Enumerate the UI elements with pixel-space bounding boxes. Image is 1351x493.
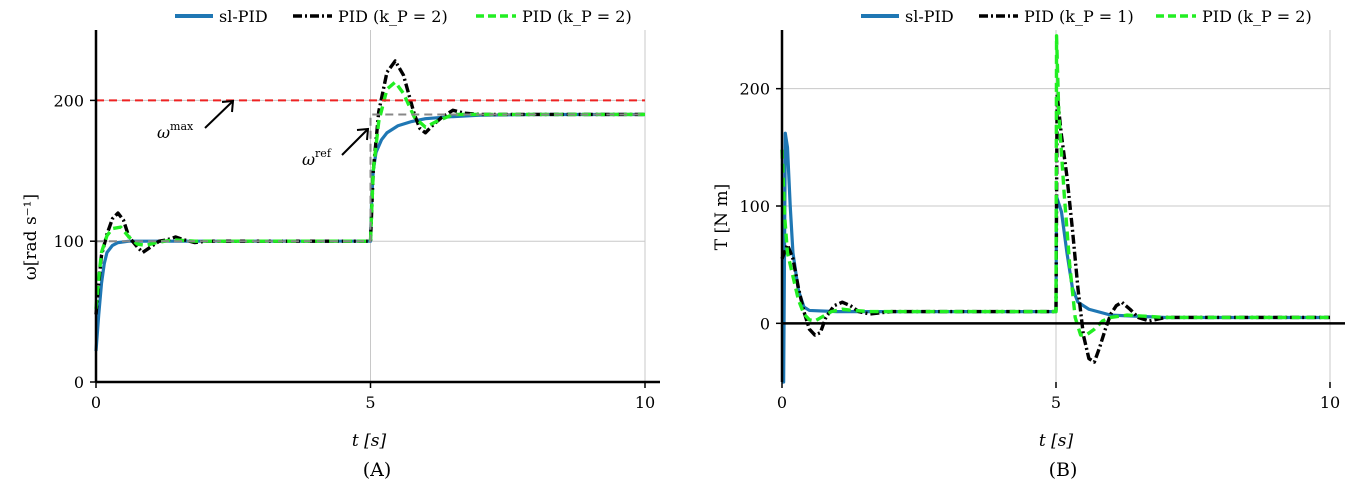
annotation-ref-arrow	[341, 128, 369, 156]
annotation-ref-arrowhead	[356, 127, 370, 141]
panel-b-y-tick-label-2: 200	[739, 80, 770, 99]
annotation-ref-symbol: ω	[302, 150, 315, 169]
panel-a-y-axis-label: ω[rad s⁻¹]	[21, 194, 41, 280]
panel-b-series-1	[780, 92, 1330, 364]
annotation-max-label: ωmax	[157, 120, 194, 142]
panel-a-x-tick-label-0: 0	[91, 393, 101, 412]
panel-b-caption: (B)	[1049, 459, 1078, 481]
panel-a-series	[94, 59, 645, 352]
panel-a-axes	[94, 30, 660, 384]
legend-b-label-pid-1: PID (k_P = 1)	[1024, 7, 1134, 26]
panel-a-y-tick-label-2: 200	[53, 91, 84, 110]
panel-a-caption: (A)	[363, 459, 392, 481]
panel-a-y-tick-label-0: 0	[74, 373, 84, 392]
panel-b-x-axis-label: t [s]	[1039, 431, 1074, 451]
panel-b-x-tick-label-1: 5	[1051, 393, 1061, 412]
legend-b-label-sl-pid: sl-PID	[905, 7, 954, 26]
panel-a-legend: sl-PID PID (k_P = 2) PID (k_P = 2)	[175, 7, 632, 26]
panel-b-y-tick-label-0: 0	[760, 314, 770, 333]
panel-a-series-reference	[96, 113, 645, 243]
annotation-max-arrowhead	[221, 99, 235, 113]
panel-a-x-tick-label-1: 5	[365, 393, 375, 412]
annotation-max-sup: max	[170, 120, 194, 133]
annotation-max-arrow	[204, 100, 234, 129]
panel-b-y-tick-label-1: 100	[739, 197, 770, 216]
legend-a-label-pid-2: PID (k_P = 2)	[522, 7, 632, 26]
panel-b-x-tick-label-0: 0	[777, 393, 787, 412]
panel-a-series-1	[94, 59, 645, 315]
legend-a-label-pid-1: PID (k_P = 2)	[338, 7, 448, 26]
panel-a-x-tick-label-2: 10	[635, 393, 655, 412]
legend-b-label-pid-2: PID (k_P = 2)	[1202, 7, 1312, 26]
panel-a-x-axis-label: t [s]	[352, 431, 387, 451]
panel-b-y-axis-label: T [N m]	[712, 184, 732, 250]
annotation-ref-sup: ref	[315, 147, 332, 160]
panel-b-x-tick-label-2: 10	[1320, 393, 1340, 412]
legend-a-label-sl-pid: sl-PID	[219, 7, 268, 26]
panel-b-legend: sl-PID PID (k_P = 1) PID (k_P = 2)	[861, 7, 1312, 26]
annotation-max-symbol: ω	[157, 123, 170, 142]
panel-a-y-tick-label-1: 100	[53, 232, 84, 251]
annotation-ref-label: ωref	[302, 147, 332, 169]
